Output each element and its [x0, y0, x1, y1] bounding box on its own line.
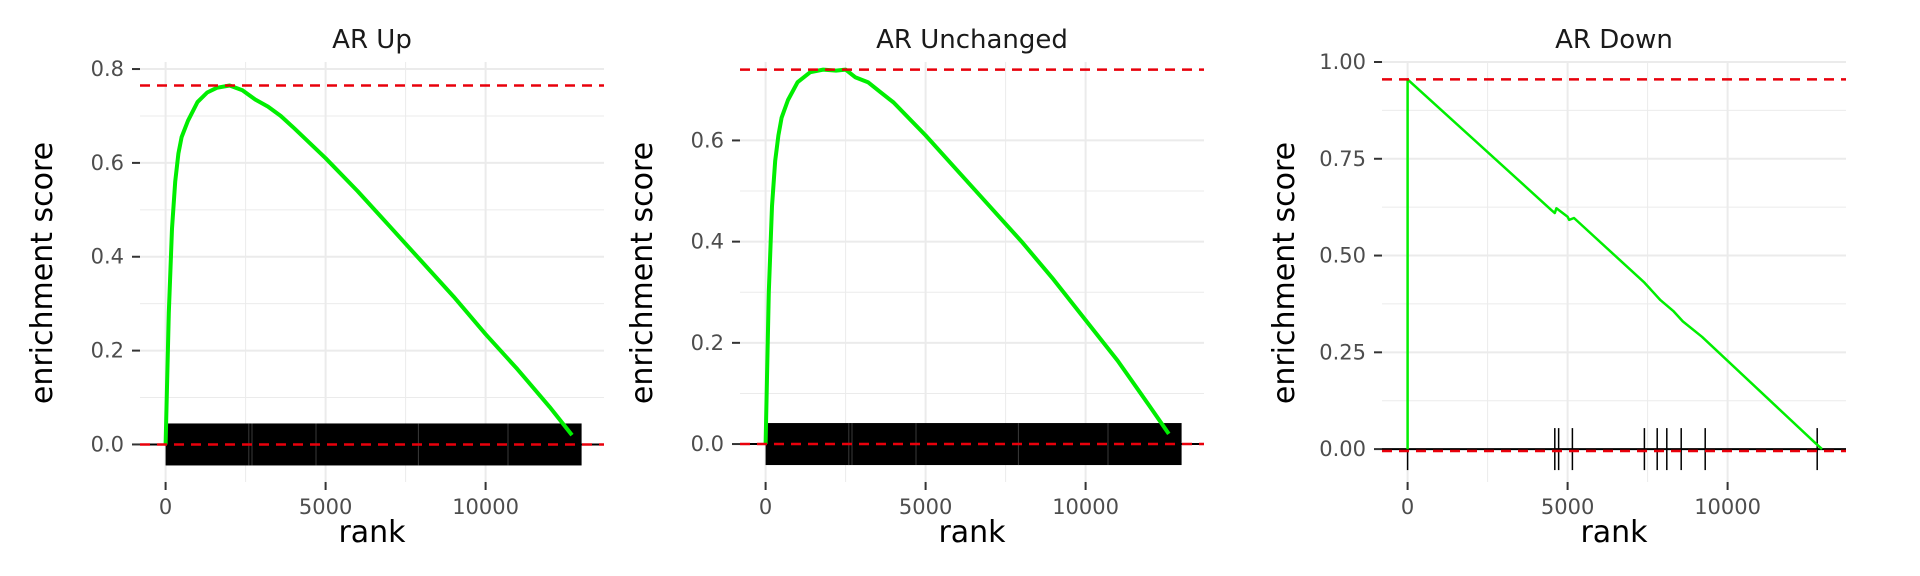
y-tick-label: 0.2 [691, 331, 724, 355]
y-tick-label: 0.75 [1319, 147, 1366, 171]
panel-title: AR Down [1555, 25, 1673, 55]
x-tick-label: 0 [159, 495, 172, 519]
y-tick-label: 0.00 [1319, 437, 1366, 461]
enrichment-curve [763, 67, 1171, 445]
y-tick-label: 0.0 [691, 432, 724, 456]
x-tick-label: 10000 [1052, 495, 1119, 519]
y-axis-label: enrichment score [625, 142, 660, 404]
panel-ar-up: AR Up 0.0 0.2 0.4 0.6 0.8 0 5000 10000 rank enr… [25, 25, 604, 550]
panel-ar-unchanged: AR Unchanged 0.0 0.2 0.4 0.6 0 5000 10000 rank… [625, 25, 1204, 550]
x-tick-label: 5000 [299, 495, 352, 519]
y-tick-label: 1.00 [1319, 50, 1366, 74]
x-tick-label: 10000 [1694, 495, 1761, 519]
enrichment-curve [1406, 78, 1823, 451]
y-axis-label: enrichment score [25, 142, 60, 404]
panel-ar-down: AR Down 0.00 0.25 0.50 0.75 1.00 0 5000 10000 r… [1267, 25, 1846, 550]
x-axis-label: rank [338, 515, 406, 550]
x-tick-label: 0 [1401, 495, 1414, 519]
x-tick-label: 5000 [1541, 495, 1594, 519]
enrichment-curve [163, 83, 574, 445]
x-axis-label: rank [1580, 515, 1648, 550]
y-tick-label: 0.4 [691, 230, 724, 254]
x-axis-label: rank [938, 515, 1006, 550]
x-tick-label: 0 [759, 495, 772, 519]
y-tick-label: 0.4 [91, 245, 124, 269]
y-tick-label: 0.6 [91, 151, 124, 175]
y-tick-label: 0.0 [91, 432, 124, 456]
y-tick-label: 0.2 [91, 339, 124, 363]
x-tick-label: 10000 [452, 495, 519, 519]
y-tick-label: 0.8 [91, 57, 124, 81]
y-tick-label: 0.6 [691, 128, 724, 152]
panel-title: AR Up [332, 25, 412, 55]
panel-title: AR Unchanged [876, 25, 1068, 55]
y-axis-label: enrichment score [1267, 142, 1302, 404]
y-tick-label: 0.50 [1319, 244, 1366, 268]
x-tick-label: 5000 [899, 495, 952, 519]
y-tick-label: 0.25 [1319, 340, 1366, 364]
